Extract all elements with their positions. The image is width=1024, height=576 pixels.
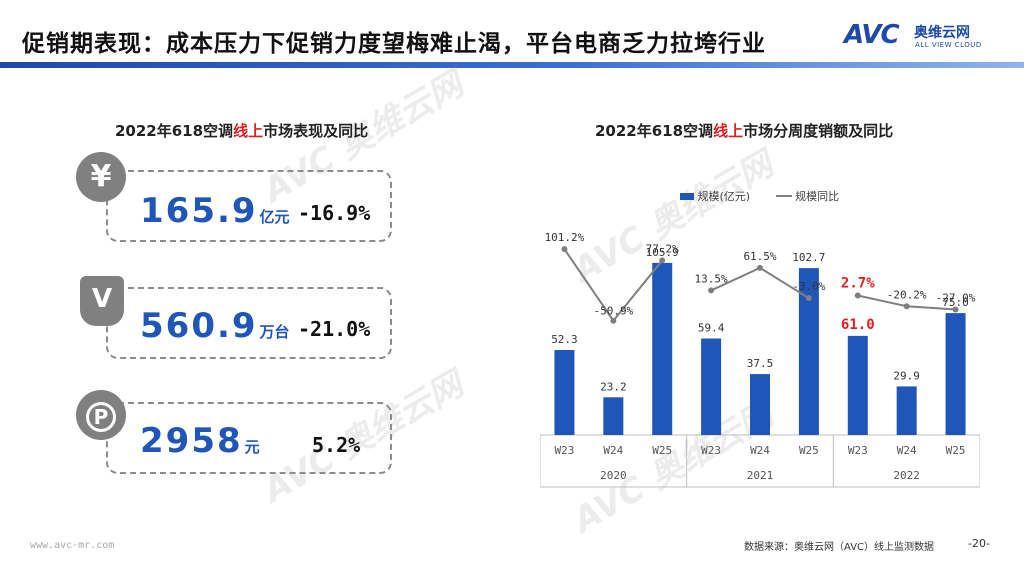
yoy-point [757, 264, 763, 271]
bar [945, 313, 966, 435]
bar-data-label: 59.4 [698, 321, 725, 334]
category-tick-label: W25 [652, 444, 672, 457]
right-title-pre: 2022年618空调 [595, 122, 714, 140]
category-tick-label: W23 [848, 444, 868, 457]
bar [750, 374, 770, 435]
bar-data-label: 102.7 [792, 251, 825, 264]
sales-amount-card [106, 170, 392, 242]
bar [798, 268, 819, 435]
yoy-point [561, 246, 568, 253]
bar-data-label: 52.3 [551, 333, 578, 346]
bar [701, 338, 722, 435]
avg-price-number: 2958 [140, 421, 243, 461]
yoy-point [805, 295, 812, 302]
footer-source: 数据来源：奥维云网（AVC）线上监测数据 [744, 542, 935, 553]
legend-line-label: 规模同比 [795, 190, 840, 203]
logo-cn-name: 奥维云网 [914, 25, 970, 41]
bar-data-label: 29.9 [893, 369, 920, 382]
chart-legend: 规模(亿元) 规模同比 [680, 188, 839, 204]
legend-line-swatch [775, 195, 792, 197]
sales-volume-unit: 万台 [259, 323, 290, 341]
weekly-sales-chart: 2020 2021 2022 52.3 W23 23.2 W24 105.9 W25 59.4 W2… [540, 231, 980, 488]
category-tick-label: W25 [946, 444, 966, 457]
yoy-data-label: 77.2% [646, 242, 679, 255]
group-label: 2022 [893, 469, 920, 482]
bucket-icon: V [80, 276, 124, 326]
yoy-data-label: 2.7% [841, 275, 875, 291]
yoy-point [708, 287, 715, 294]
yoy-point [659, 257, 666, 264]
sales-volume-number: 560.9 [140, 306, 258, 346]
group-label: 2021 [747, 469, 774, 482]
legend-bar-swatch [680, 192, 694, 200]
bar [896, 386, 917, 435]
left-title-highlight: 线上 [233, 122, 264, 140]
bar-data-label: 75.0 [942, 296, 969, 309]
yoy-data-label: -50.9% [593, 305, 633, 318]
avg-price-value: 2958 元 [140, 421, 260, 461]
bar [652, 262, 673, 435]
category-tick-label: W23 [701, 444, 721, 457]
watermark-cn: 奥维云网 [332, 64, 470, 168]
sales-amount-unit: 亿元 [259, 208, 290, 226]
left-title-post: 市场表现及同比 [263, 122, 369, 140]
bar [847, 335, 868, 435]
bar-data-label: 61.0 [841, 317, 875, 333]
right-title-highlight: 线上 [713, 122, 744, 140]
page-number: -20- [968, 537, 990, 550]
yoy-point [903, 303, 910, 310]
yoy-data-label: 61.5% [743, 250, 776, 263]
legend-bar-label: 规模(亿元) [697, 190, 751, 203]
category-tick-label: W24 [603, 444, 623, 457]
right-panel-title: 2022年618空调线上市场分周度销额及同比 [595, 120, 893, 141]
bar [603, 397, 624, 435]
yoy-data-label: 101.2% [545, 231, 585, 244]
right-title-post: 市场分周度销额及同比 [743, 122, 894, 140]
yoy-data-label: -27.0% [936, 291, 976, 304]
price-p-icon: P [76, 390, 126, 440]
left-title-pre: 2022年618空调 [115, 122, 234, 140]
yoy-data-label: -20.2% [887, 288, 927, 301]
group-label: 2020 [600, 469, 627, 482]
category-tick-label: W24 [750, 444, 770, 457]
category-tick-label: W24 [897, 444, 917, 457]
bar-data-label: 105.9 [646, 246, 679, 259]
category-tick-label: W23 [555, 444, 575, 457]
category-tick-label: W25 [799, 444, 819, 457]
bar-data-label: 23.2 [600, 380, 627, 393]
avg-price-unit: 元 [244, 438, 260, 456]
footer-url: www.avc-mr.com [30, 540, 115, 551]
header-divider [0, 62, 1024, 68]
logo-en-name: ALL VIEW CLOUD [915, 41, 982, 49]
logo-mark: AVC [844, 20, 900, 50]
yoy-data-label: -3.0% [792, 280, 825, 293]
sales-amount-value: 165.9 亿元 [140, 191, 290, 231]
sales-volume-value: 560.9 万台 [140, 306, 290, 346]
sales-volume-yoy: -21.0% [298, 317, 371, 341]
yoy-point [854, 292, 861, 299]
sales-amount-yoy: -16.9% [298, 201, 371, 225]
page-title: 促销期表现：成本压力下促销力度望梅难止渴，平台电商乏力拉垮行业 [22, 31, 766, 57]
yoy-point [610, 317, 617, 324]
yoy-data-label: 13.5% [695, 272, 728, 285]
price-p-glyph: P [86, 402, 116, 432]
left-panel-title: 2022年618空调线上市场表现及同比 [115, 120, 368, 141]
sales-amount-number: 165.9 [140, 191, 258, 231]
bar-data-label: 37.5 [747, 357, 774, 370]
avg-price-yoy: 5.2% [312, 433, 361, 457]
avc-logo: AVC 奥维云网 ALL VIEW CLOUD [844, 20, 1004, 52]
yoy-point [952, 306, 959, 313]
yen-icon: ¥ [76, 152, 126, 202]
bar [554, 350, 575, 435]
